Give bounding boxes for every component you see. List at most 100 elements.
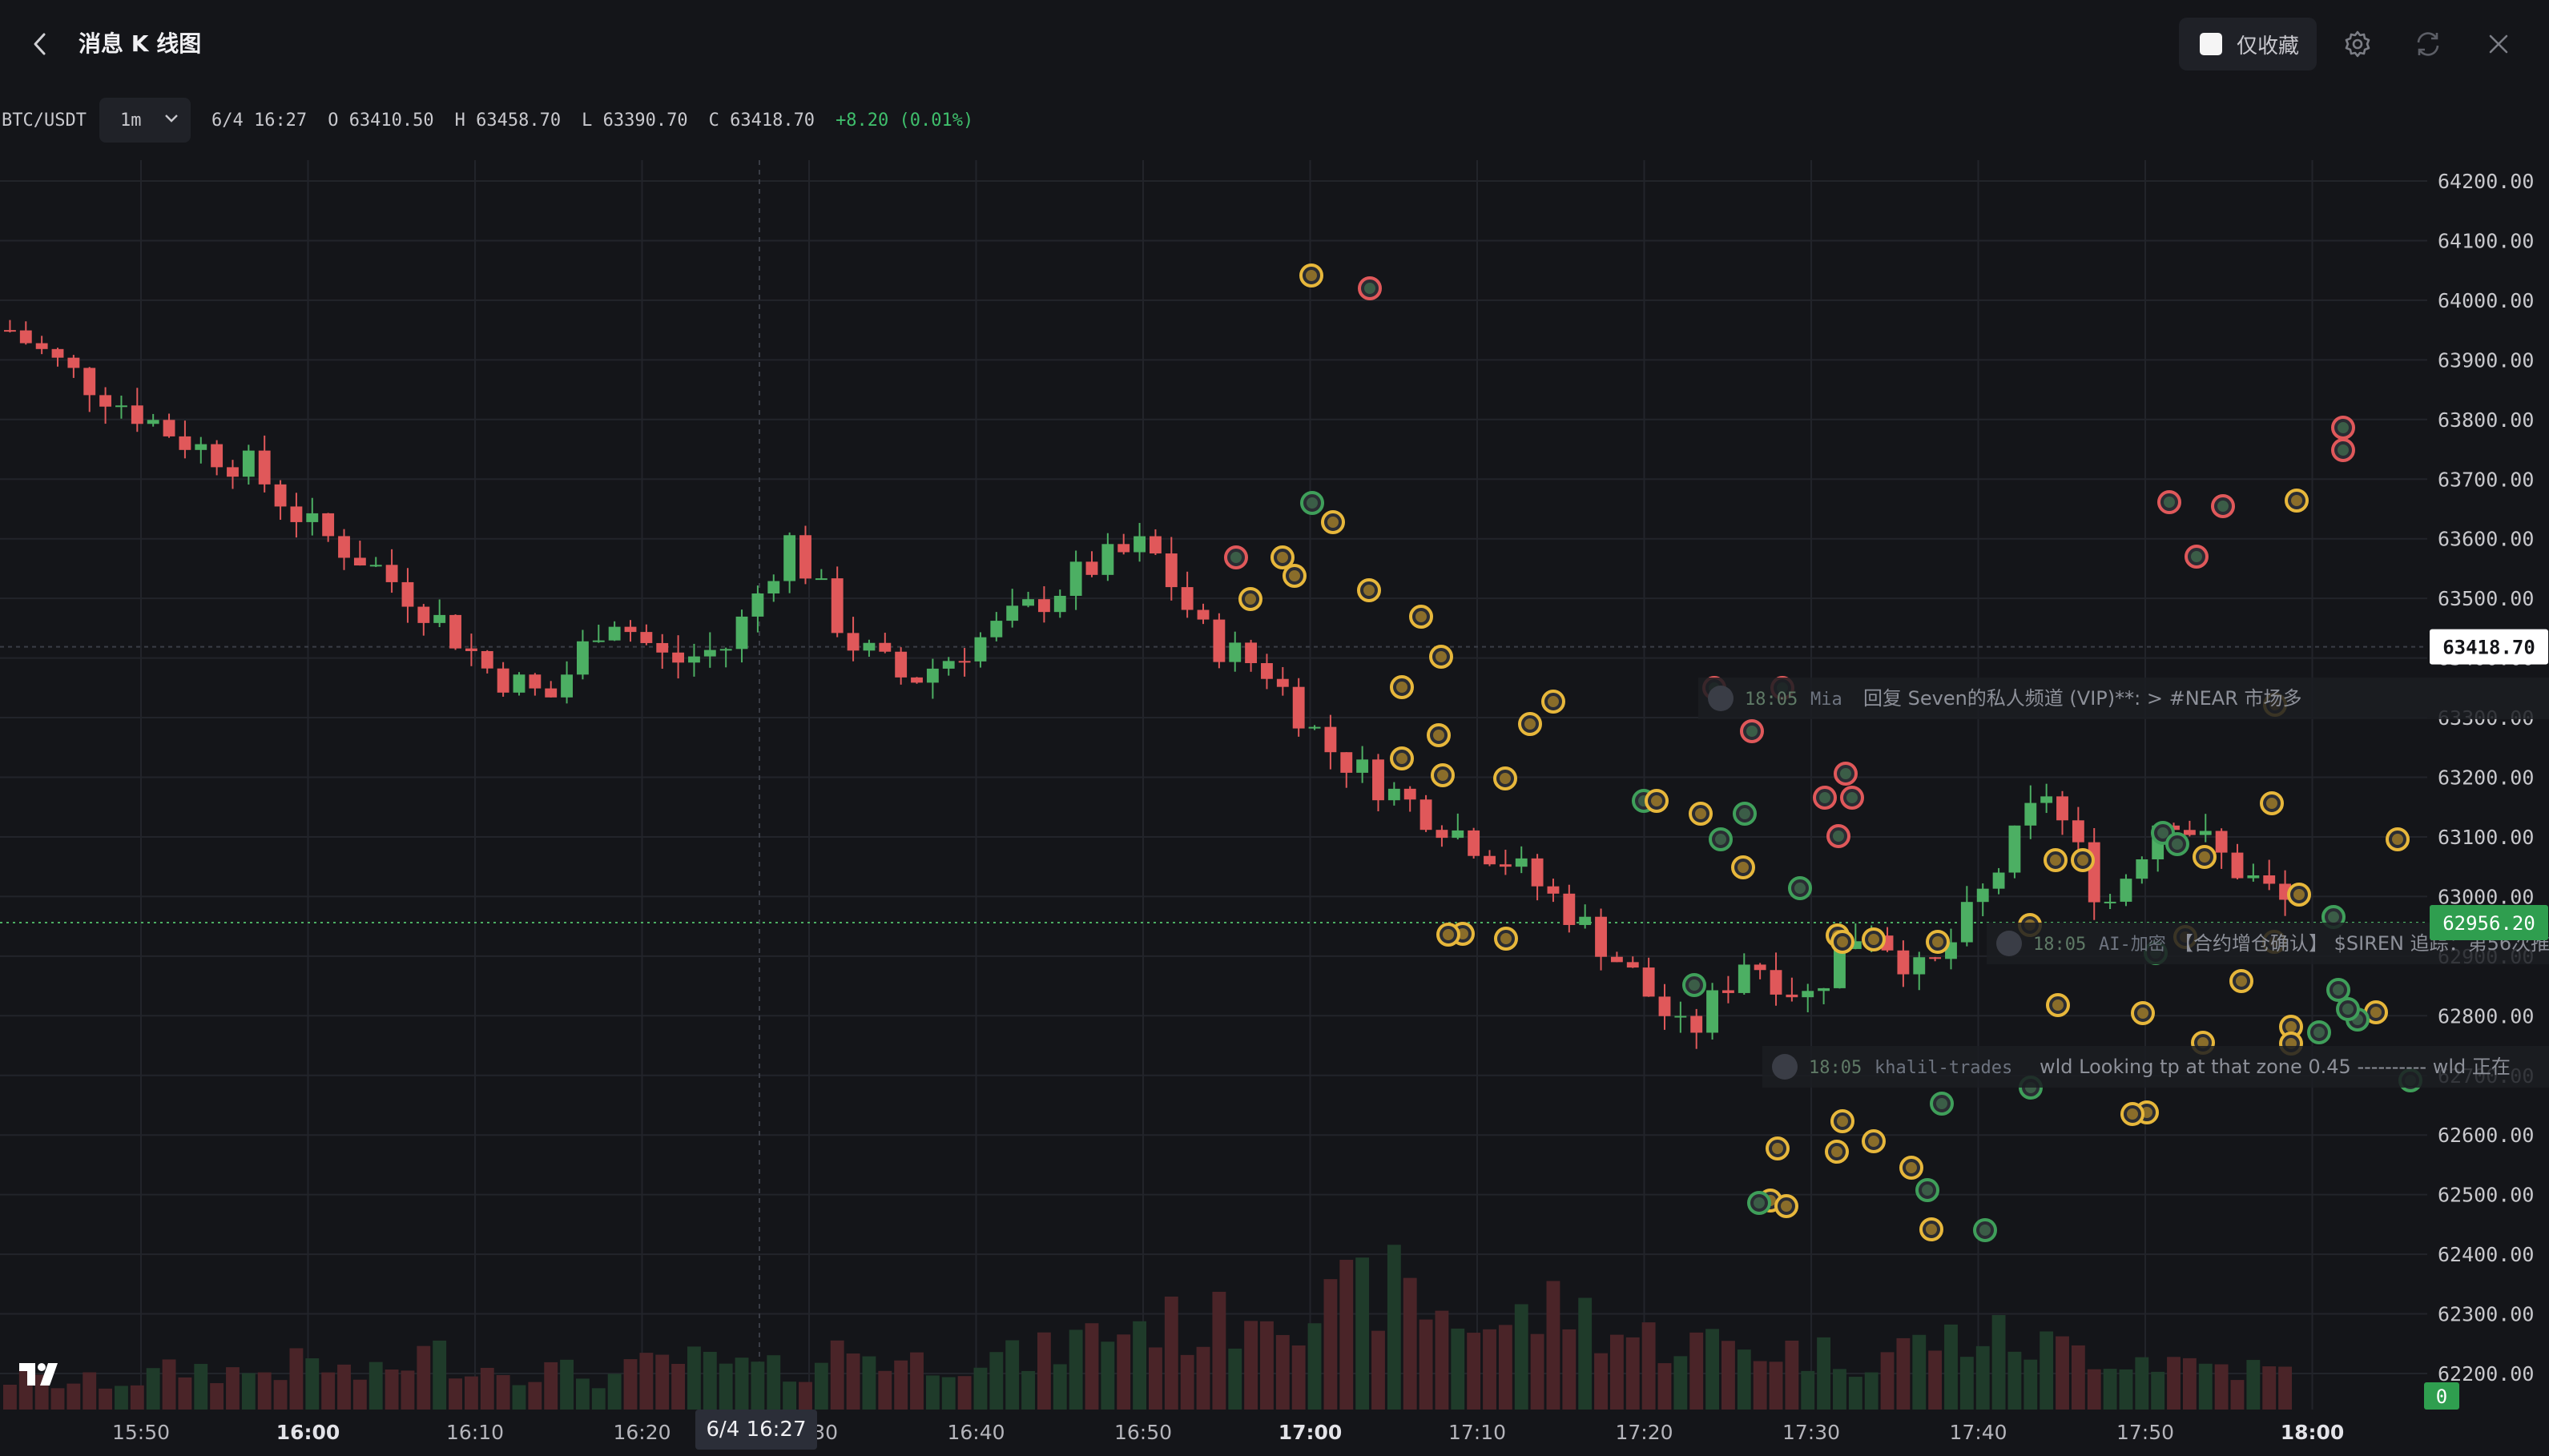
candle-body[interactable]: [497, 668, 509, 693]
candle-body[interactable]: [719, 649, 732, 651]
candle-body[interactable]: [2247, 875, 2260, 879]
candle-body[interactable]: [2104, 901, 2116, 903]
candle-body[interactable]: [2072, 820, 2084, 843]
candle-body[interactable]: [1117, 544, 1130, 553]
candle-body[interactable]: [942, 661, 955, 669]
candle-body[interactable]: [1802, 991, 1814, 998]
candle-body[interactable]: [83, 368, 96, 396]
candle-body[interactable]: [163, 420, 175, 436]
candle-body[interactable]: [767, 581, 780, 594]
candle-body[interactable]: [624, 626, 637, 633]
candle-body[interactable]: [1229, 642, 1242, 662]
candle-body[interactable]: [545, 688, 558, 698]
candle-body[interactable]: [1786, 994, 1798, 998]
candle-body[interactable]: [879, 642, 892, 652]
candle-body[interactable]: [2231, 852, 2244, 879]
candle-body[interactable]: [974, 637, 987, 662]
candle-body[interactable]: [1340, 752, 1353, 773]
candle-body[interactable]: [147, 420, 159, 424]
candle-body[interactable]: [1626, 962, 1639, 968]
candle-body[interactable]: [1849, 941, 1862, 949]
candle-body[interactable]: [290, 506, 303, 522]
candle-body[interactable]: [353, 557, 366, 566]
candle-body[interactable]: [1452, 830, 1464, 839]
candle-body[interactable]: [2199, 831, 2212, 835]
candle-body[interactable]: [1245, 642, 1258, 664]
candle-body[interactable]: [465, 648, 477, 651]
candle-body[interactable]: [19, 330, 32, 344]
candle-body[interactable]: [1292, 686, 1305, 729]
candle-body[interactable]: [815, 578, 828, 581]
candle-body[interactable]: [1499, 864, 1512, 867]
candle-body[interactable]: [242, 450, 255, 477]
candle-body[interactable]: [2215, 831, 2228, 853]
candle-body[interactable]: [1372, 759, 1384, 801]
candle-body[interactable]: [1308, 726, 1321, 729]
candle-body[interactable]: [1722, 990, 1734, 993]
candle-body[interactable]: [258, 450, 271, 485]
candle-body[interactable]: [513, 674, 526, 693]
candle-body[interactable]: [990, 621, 1003, 638]
candle-body[interactable]: [449, 614, 461, 649]
candle-body[interactable]: [688, 656, 700, 663]
candle-body[interactable]: [322, 513, 335, 537]
candle-body[interactable]: [1960, 902, 1973, 943]
candle-body[interactable]: [1037, 599, 1050, 613]
candle-body[interactable]: [2263, 875, 2276, 884]
candle-body[interactable]: [1834, 948, 1846, 988]
candle-body[interactable]: [926, 668, 939, 683]
candle-body[interactable]: [1610, 956, 1623, 963]
candle-body[interactable]: [1403, 788, 1416, 800]
candle-body[interactable]: [306, 513, 319, 522]
candle-body[interactable]: [1706, 990, 1718, 1033]
candle-body[interactable]: [1658, 996, 1671, 1016]
candle-body[interactable]: [529, 674, 542, 689]
back-button[interactable]: [22, 24, 58, 64]
candle-body[interactable]: [640, 632, 653, 643]
candle-body[interactable]: [847, 633, 860, 651]
settings-button[interactable]: [2338, 24, 2378, 64]
refresh-button[interactable]: [2408, 24, 2448, 64]
candle-body[interactable]: [417, 606, 430, 623]
candle-body[interactable]: [481, 650, 493, 669]
candle-body[interactable]: [401, 581, 414, 607]
candle-body[interactable]: [131, 405, 143, 424]
candle-body[interactable]: [1276, 678, 1289, 687]
candle-body[interactable]: [2040, 796, 2053, 803]
candle-body[interactable]: [783, 535, 796, 581]
candle-body[interactable]: [1181, 587, 1194, 610]
candle-body[interactable]: [1913, 957, 1926, 975]
close-button[interactable]: [2479, 24, 2519, 64]
candle-body[interactable]: [1595, 916, 1607, 957]
candle-body[interactable]: [1770, 970, 1782, 995]
candle-body[interactable]: [1085, 561, 1098, 575]
candle-body[interactable]: [1579, 916, 1592, 925]
candle-body[interactable]: [561, 674, 573, 698]
candle-body[interactable]: [751, 593, 764, 617]
candle-body[interactable]: [2056, 796, 2068, 821]
candle-body[interactable]: [1897, 950, 1910, 975]
candle-body[interactable]: [1387, 788, 1400, 801]
candle-body[interactable]: [1150, 536, 1162, 554]
candle-body[interactable]: [577, 641, 589, 675]
candle-body[interactable]: [1053, 595, 1066, 613]
news-tag-background[interactable]: [1762, 1046, 2549, 1088]
candle-body[interactable]: [1069, 561, 1082, 596]
candle-body[interactable]: [385, 565, 398, 582]
candle-body[interactable]: [1197, 609, 1210, 620]
candle-body[interactable]: [1992, 872, 2005, 889]
candle-body[interactable]: [1468, 830, 1480, 856]
candle-body[interactable]: [1754, 964, 1766, 971]
favorites-only-toggle[interactable]: 仅收藏: [2179, 18, 2317, 70]
candle-body[interactable]: [1929, 957, 1942, 959]
candle-body[interactable]: [433, 614, 446, 623]
candle-body[interactable]: [2008, 825, 2021, 873]
candle-body[interactable]: [2120, 879, 2132, 902]
candle-body[interactable]: [274, 484, 287, 507]
candle-body[interactable]: [4, 330, 16, 332]
candle-body[interactable]: [799, 535, 811, 579]
candle-body[interactable]: [1134, 536, 1146, 553]
candle-body[interactable]: [1563, 893, 1576, 925]
candle-body[interactable]: [35, 343, 48, 349]
candle-body[interactable]: [227, 467, 239, 477]
